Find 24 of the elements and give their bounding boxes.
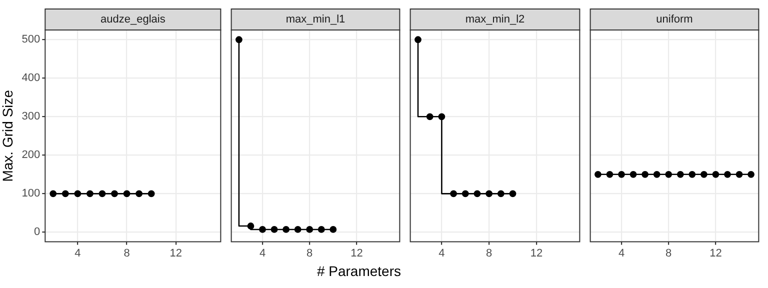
- x-tick-label: 8: [124, 247, 130, 260]
- chart-title: uniform: [656, 14, 693, 26]
- x-tick-label: 4: [618, 247, 625, 260]
- y-tick-label: 0: [34, 226, 40, 238]
- x-tick-label: 8: [666, 247, 672, 260]
- x-tick-label: 4: [259, 247, 266, 260]
- x-axis-title: # Parameters: [316, 263, 401, 279]
- x-tick-label: 8: [306, 247, 313, 260]
- y-tick-label: 100: [22, 188, 40, 200]
- x-tick-label: 12: [530, 247, 543, 260]
- x-tick-label: 12: [170, 247, 182, 260]
- chart-title: audze_eglais: [100, 14, 166, 26]
- x-tick-label: 12: [710, 247, 722, 260]
- x-tick-label: 8: [486, 247, 492, 260]
- y-tick-label: 300: [22, 110, 40, 123]
- x-tick-label: 4: [74, 247, 81, 260]
- x-tick-label: 4: [438, 247, 445, 260]
- y-tick-label: 400: [22, 72, 40, 84]
- y-tick-label: 500: [22, 34, 40, 46]
- chart-title: max_min_l1: [286, 14, 346, 26]
- chart-title: max_min_l2: [465, 14, 525, 26]
- x-tick-label: 12: [350, 247, 363, 260]
- y-axis-title: Max. Grid Size: [0, 90, 16, 182]
- y-tick-label: 200: [22, 149, 40, 162]
